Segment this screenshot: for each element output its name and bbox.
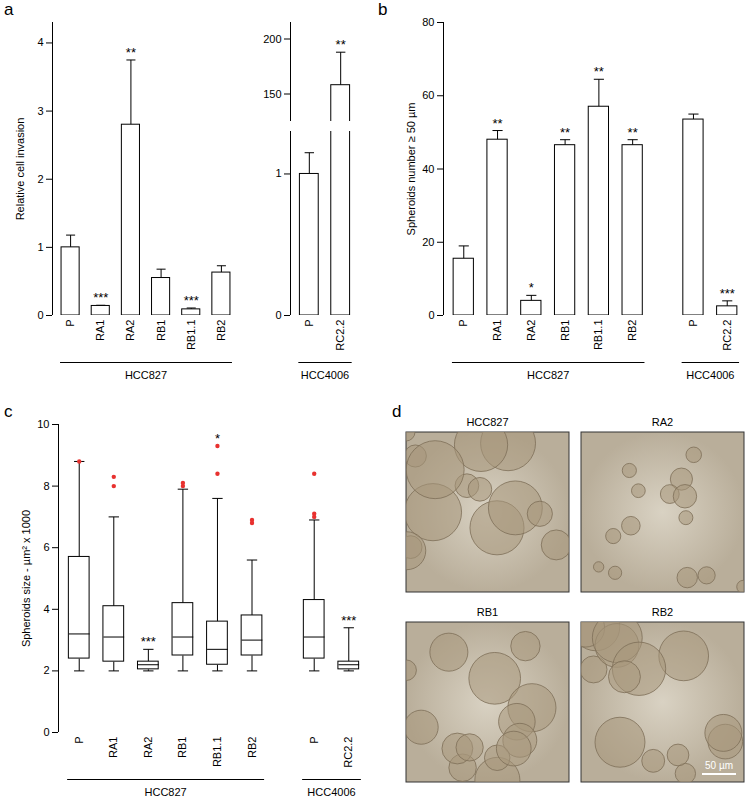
svg-text:0: 0: [43, 726, 49, 738]
svg-text:***: ***: [141, 634, 156, 649]
html-text:b: b: [378, 0, 388, 19]
svg-text:8: 8: [43, 480, 49, 492]
svg-text:RA2: RA2: [652, 416, 673, 428]
svg-text:2: 2: [43, 664, 49, 676]
svg-text:0: 0: [275, 309, 281, 321]
svg-text:RA1: RA1: [94, 320, 106, 341]
svg-text:HCC4006: HCC4006: [301, 369, 349, 381]
svg-text:80: 80: [422, 16, 434, 28]
svg-text:HCC827: HCC827: [527, 369, 569, 381]
svg-text:***: ***: [720, 286, 735, 301]
svg-text:150: 150: [263, 88, 281, 100]
svg-text:RB1.1: RB1.1: [211, 737, 223, 768]
svg-text:3: 3: [37, 105, 43, 117]
svg-text:RB1: RB1: [559, 320, 571, 341]
svg-text:**: **: [126, 45, 136, 60]
svg-text:RA2: RA2: [142, 737, 154, 758]
svg-text:P: P: [64, 320, 76, 327]
svg-text:2: 2: [37, 173, 43, 185]
svg-text:P: P: [303, 320, 315, 327]
html-text:a: a: [4, 0, 14, 19]
svg-text:**: **: [560, 125, 570, 140]
svg-text:P: P: [73, 737, 85, 744]
svg-text:RA2: RA2: [525, 320, 537, 341]
svg-text:RC2.2: RC2.2: [342, 737, 354, 768]
svg-text:4: 4: [37, 36, 43, 48]
svg-text:HCC4006: HCC4006: [307, 786, 355, 798]
svg-text:*: *: [215, 431, 220, 446]
html-text:d: d: [392, 402, 402, 421]
svg-text:RA1: RA1: [491, 320, 503, 341]
svg-text:RB1: RB1: [477, 606, 498, 618]
svg-text:RB2: RB2: [626, 320, 638, 341]
svg-text:Spheroids number ≥ 50 µm: Spheroids number ≥ 50 µm: [405, 103, 417, 236]
svg-text:4: 4: [43, 603, 49, 615]
svg-text:6: 6: [43, 541, 49, 553]
svg-text:*: *: [529, 280, 534, 295]
svg-text:200: 200: [263, 33, 281, 45]
svg-text:1: 1: [37, 241, 43, 253]
svg-text:1: 1: [275, 167, 281, 179]
svg-text:20: 20: [422, 236, 434, 248]
svg-text:RC2.2: RC2.2: [334, 320, 346, 351]
svg-text:RA2: RA2: [124, 320, 136, 341]
svg-text:**: **: [336, 37, 346, 52]
svg-text:0: 0: [428, 309, 434, 321]
svg-text:***: ***: [341, 613, 356, 628]
svg-text:HCC4006: HCC4006: [686, 369, 734, 381]
svg-text:RB2: RB2: [652, 606, 673, 618]
svg-text:RB1: RB1: [155, 320, 167, 341]
svg-text:HCC827: HCC827: [466, 416, 508, 428]
svg-text:RB1.1: RB1.1: [185, 320, 197, 351]
svg-text:**: **: [628, 125, 638, 140]
svg-text:RB1: RB1: [176, 737, 188, 758]
svg-text:P: P: [457, 320, 469, 327]
svg-text:P: P: [308, 737, 320, 744]
html-text:c: c: [4, 402, 13, 421]
svg-text:50 µm: 50 µm: [705, 760, 733, 771]
svg-text:RC2.2: RC2.2: [721, 320, 733, 351]
svg-text:10: 10: [37, 418, 49, 430]
svg-text:Relative cell invasion: Relative cell invasion: [14, 118, 26, 221]
svg-text:RB1.1: RB1.1: [592, 320, 604, 351]
svg-text:0: 0: [37, 309, 43, 321]
svg-text:RB2: RB2: [246, 737, 258, 758]
svg-text:Spheroids size - µm² x 1000: Spheroids size - µm² x 1000: [20, 510, 32, 647]
svg-text:60: 60: [422, 89, 434, 101]
svg-text:HCC827: HCC827: [125, 369, 167, 381]
svg-text:**: **: [492, 116, 502, 131]
svg-text:***: ***: [184, 293, 199, 308]
svg-text:RA1: RA1: [107, 737, 119, 758]
svg-text:40: 40: [422, 163, 434, 175]
svg-text:P: P: [687, 320, 699, 327]
svg-text:RB2: RB2: [215, 320, 227, 341]
svg-text:***: ***: [93, 290, 108, 305]
svg-text:HCC827: HCC827: [145, 786, 187, 798]
svg-text:**: **: [594, 64, 604, 79]
